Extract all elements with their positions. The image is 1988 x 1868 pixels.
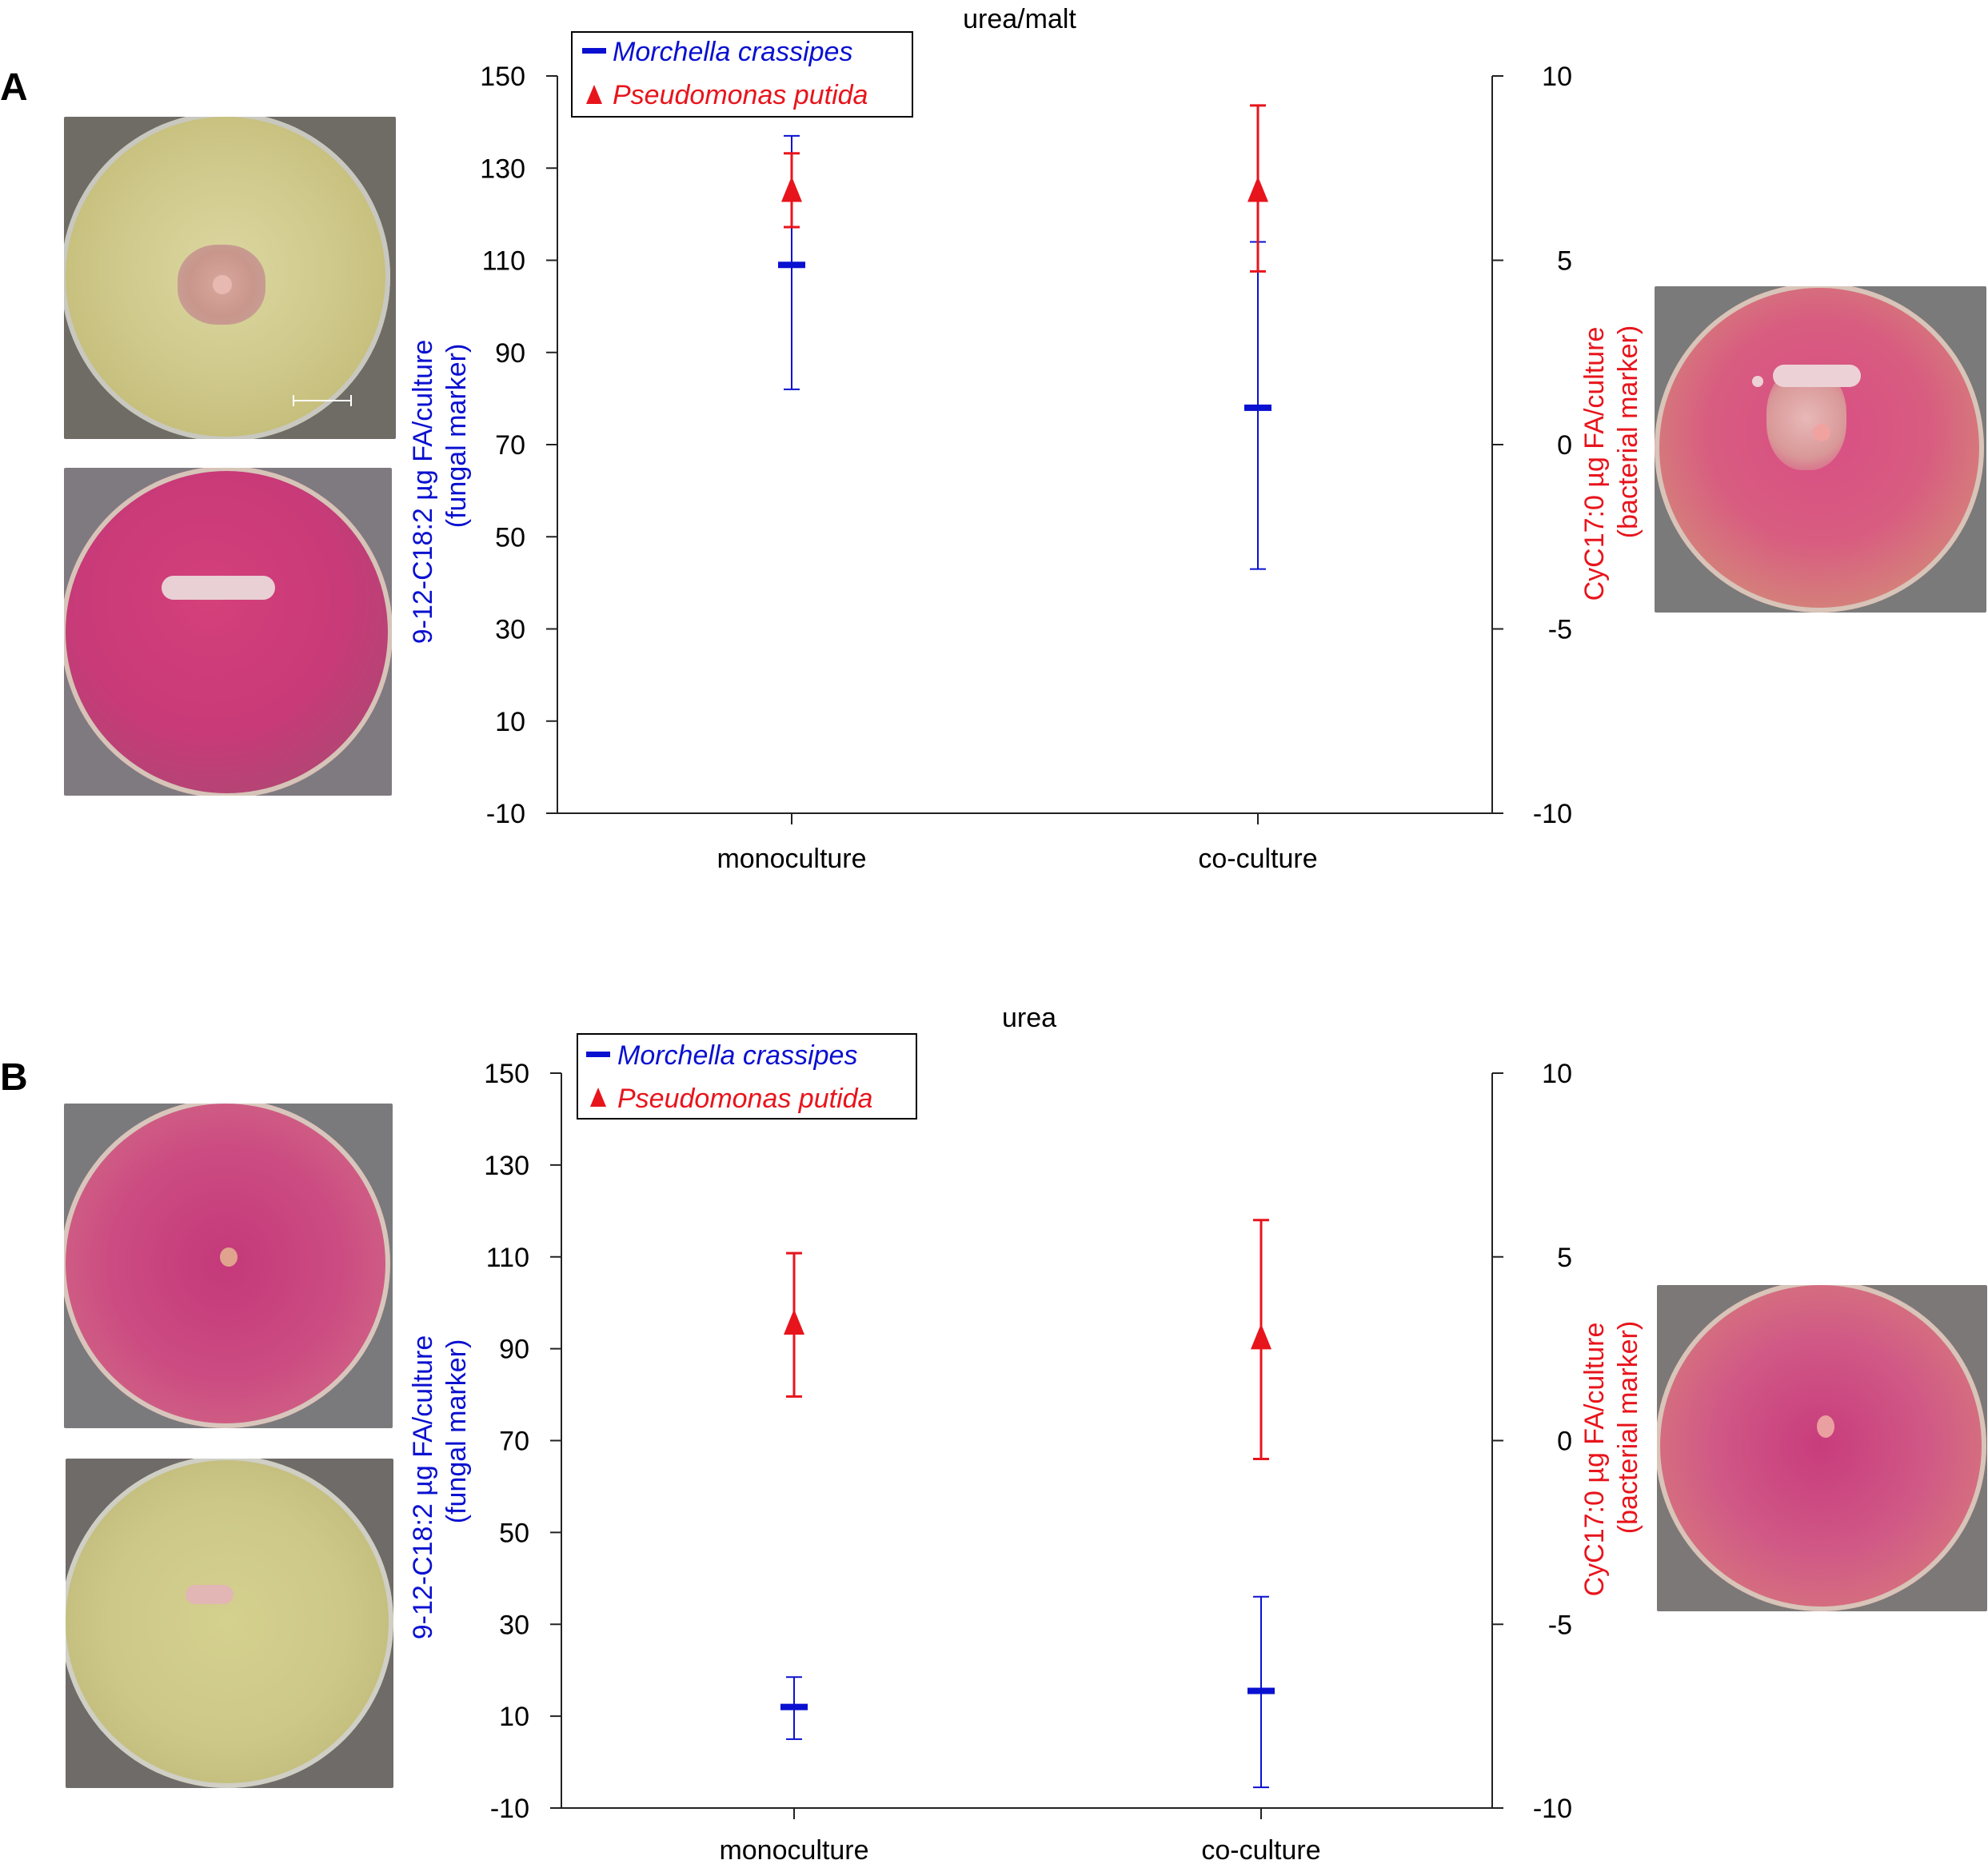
chart-urea: urea 9-12-C18:2 µg FA/culture (fungal ma… xyxy=(408,1003,1643,1866)
photo-a-coculture xyxy=(1655,286,1986,613)
legend-label-bacterial: Pseudomonas putida xyxy=(617,1084,872,1114)
y-right-tick-label: 5 xyxy=(1557,246,1572,277)
x-tick-label: co-culture xyxy=(1201,1835,1320,1866)
y-axis-left-title-line2: (fungal marker) xyxy=(441,344,472,529)
y-right-tick-label: -10 xyxy=(1533,799,1572,829)
y-left-tick-label: 90 xyxy=(495,338,525,369)
y-axis-right-title-line1: CyC17:0 µg FA/culture xyxy=(1579,1323,1610,1597)
legend-label-fungal: Morchella crassipes xyxy=(613,37,852,67)
data-point-fungal xyxy=(778,261,805,269)
data-point-bacterial xyxy=(1247,176,1268,202)
y-left-tick-label: 130 xyxy=(480,154,525,184)
y-right-tick-label: -5 xyxy=(1548,1610,1572,1640)
photo-a-monoculture-bacteria xyxy=(64,468,392,796)
axes: 1501301109070503010-101050-5-10monocultu… xyxy=(480,62,1572,874)
chart-title: urea/malt xyxy=(963,4,1076,34)
series-bacterial xyxy=(781,104,1268,273)
y-axis-left-title: 9-12-C18:2 µg FA/culture (fungal marker) xyxy=(408,340,472,645)
chart-urea-malt: urea/malt 9-12-C18:2 µg FA/culture (fung… xyxy=(408,4,1643,874)
y-left-tick-label: 50 xyxy=(495,522,525,553)
y-axis-right-title: CyC17:0 µg FA/culture (bacterial marker) xyxy=(1579,325,1643,601)
photo-b-monoculture-bacteria xyxy=(66,1459,393,1788)
legend-marker-bacterial xyxy=(590,1088,606,1107)
data-point-bacterial xyxy=(1251,1323,1271,1350)
y-right-tick-label: 0 xyxy=(1557,430,1572,461)
y-left-tick-label: 150 xyxy=(484,1059,529,1089)
legend: Morchella crassipes Pseudomonas putida xyxy=(571,31,913,118)
y-left-tick-label: 70 xyxy=(499,1427,529,1457)
y-axis-left-title: 9-12-C18:2 µg FA/culture (fungal marker) xyxy=(408,1335,472,1640)
y-axis-right-title: CyC17:0 µg FA/culture (bacterial marker) xyxy=(1579,1321,1643,1597)
y-right-tick-label: 10 xyxy=(1542,62,1572,92)
y-left-tick-label: 90 xyxy=(499,1335,529,1365)
legend-marker-fungal xyxy=(586,1052,610,1057)
data-point-fungal xyxy=(1247,1687,1275,1694)
y-right-tick-label: 5 xyxy=(1557,1243,1572,1273)
data-point-fungal xyxy=(780,1703,808,1710)
y-left-tick-label: 30 xyxy=(499,1610,529,1640)
x-tick-label: monoculture xyxy=(717,844,866,874)
legend-label-bacterial: Pseudomonas putida xyxy=(613,80,868,110)
y-left-tick-label: 110 xyxy=(486,1243,529,1273)
legend: Morchella crassipes Pseudomonas putida xyxy=(577,1033,917,1120)
axes: 1501301109070503010-101050-5-10monocultu… xyxy=(484,1059,1572,1866)
legend-label-fungal: Morchella crassipes xyxy=(617,1040,857,1071)
y-right-tick-label: -10 xyxy=(1533,1794,1572,1824)
x-tick-label: co-culture xyxy=(1198,844,1317,874)
panel-letter-a: A xyxy=(0,66,28,109)
y-right-tick-label: 0 xyxy=(1557,1427,1572,1457)
legend-box xyxy=(571,31,913,118)
y-left-tick-label: -10 xyxy=(486,799,525,829)
photo-b-coculture xyxy=(1657,1285,1987,1611)
y-left-tick-label: 50 xyxy=(499,1518,529,1548)
series-fungal xyxy=(778,134,1271,570)
chart-title: urea xyxy=(1002,1003,1056,1033)
y-left-tick-label: -10 xyxy=(490,1794,529,1824)
photo-a-monoculture-fungus xyxy=(64,117,396,439)
legend-marker-fungal xyxy=(582,48,606,54)
y-left-tick-label: 30 xyxy=(495,615,525,645)
photo-b-monoculture-fungus xyxy=(64,1104,393,1428)
x-tick-label: monoculture xyxy=(719,1835,868,1866)
legend-box xyxy=(577,1033,917,1120)
y-axis-left-title-line1: 9-12-C18:2 µg FA/culture xyxy=(408,340,438,645)
y-axis-left-title-line2: (fungal marker) xyxy=(441,1339,472,1524)
y-left-tick-label: 110 xyxy=(482,246,525,277)
y-left-tick-label: 150 xyxy=(480,62,525,92)
y-right-tick-label: -5 xyxy=(1548,615,1572,645)
y-axis-right-title-line2: (bacterial marker) xyxy=(1613,325,1643,538)
legend-marker-bacterial xyxy=(586,85,602,104)
panel-letter-b: B xyxy=(0,1056,28,1099)
data-point-bacterial xyxy=(784,1309,804,1335)
y-left-tick-label: 10 xyxy=(495,707,525,737)
series-fungal xyxy=(780,1595,1275,1789)
y-axis-right-title-line1: CyC17:0 µg FA/culture xyxy=(1579,327,1610,601)
data-point-fungal xyxy=(1244,404,1271,411)
y-left-tick-label: 70 xyxy=(495,430,525,461)
data-point-bacterial xyxy=(781,176,802,202)
series-bacterial xyxy=(784,1219,1271,1460)
y-left-tick-label: 130 xyxy=(484,1151,529,1181)
y-axis-left-title-line1: 9-12-C18:2 µg FA/culture xyxy=(408,1335,438,1640)
y-axis-right-title-line2: (bacterial marker) xyxy=(1613,1321,1643,1534)
y-right-tick-label: 10 xyxy=(1542,1059,1572,1089)
y-left-tick-label: 10 xyxy=(499,1702,529,1732)
